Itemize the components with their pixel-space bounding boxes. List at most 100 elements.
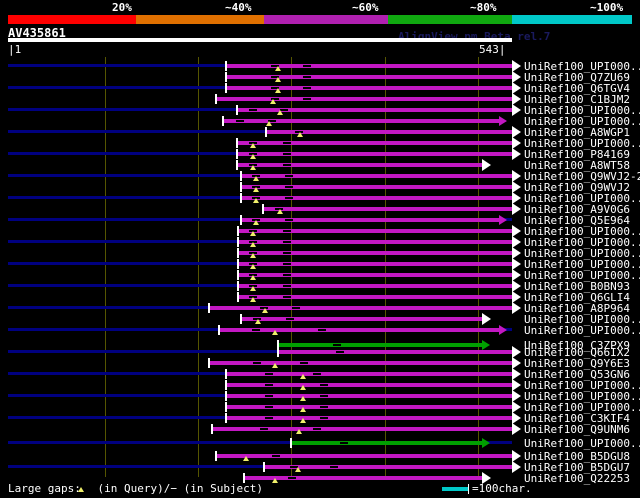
hit-label[interactable]: UniRef100_B5DGU7: [524, 461, 630, 474]
hit-label[interactable]: UniRef100_Q9WVJ2-2: [524, 170, 640, 183]
hit-label[interactable]: UniRef100_A8P964: [524, 302, 630, 315]
alignment-bar[interactable]: [225, 394, 512, 398]
hit-label[interactable]: UniRef100_Q66IX2: [524, 346, 630, 359]
alignment-hit-row[interactable]: [0, 71, 640, 83]
alignment-bar[interactable]: [218, 328, 499, 332]
alignment-hit-row[interactable]: [0, 236, 640, 248]
hit-label[interactable]: UniRef100_UPI000..: [524, 390, 640, 403]
hit-label[interactable]: UniRef100_UPI000..: [524, 324, 640, 337]
alignment-bar[interactable]: [222, 119, 499, 123]
hit-label[interactable]: UniRef100_Q6TGV4: [524, 82, 630, 95]
alignment-hit-row[interactable]: [0, 401, 640, 413]
hit-label[interactable]: UniRef100_UPI000..: [524, 225, 640, 238]
alignment-bar[interactable]: [240, 174, 512, 178]
hit-label[interactable]: UniRef100_Q5E964: [524, 214, 630, 227]
hit-label[interactable]: UniRef100_UPI000..: [524, 104, 640, 117]
hit-label[interactable]: UniRef100_UPI000..: [524, 313, 640, 326]
alignment-bar[interactable]: [277, 343, 482, 347]
hit-label[interactable]: UniRef100_UPI000..: [524, 379, 640, 392]
alignment-bar[interactable]: [277, 350, 512, 354]
alignment-hit-row[interactable]: [0, 137, 640, 149]
alignment-hit-row[interactable]: [0, 461, 640, 473]
alignment-bar[interactable]: [240, 317, 482, 321]
alignment-hit-row[interactable]: [0, 368, 640, 380]
alignment-bar[interactable]: [236, 108, 512, 112]
alignment-hit-row[interactable]: [0, 357, 640, 369]
alignment-hit-row[interactable]: [0, 423, 640, 435]
alignment-bar[interactable]: [237, 251, 512, 255]
alignment-hit-row[interactable]: [0, 93, 640, 105]
alignment-hit-row[interactable]: [0, 412, 640, 424]
alignment-hit-row[interactable]: [0, 313, 640, 325]
alignment-bar[interactable]: [240, 196, 512, 200]
alignment-bar[interactable]: [225, 383, 512, 387]
hit-label[interactable]: UniRef100_UPI000..: [524, 137, 640, 150]
hit-label[interactable]: UniRef100_UPI000..: [524, 115, 640, 128]
alignment-bar[interactable]: [265, 130, 512, 134]
alignment-hit-row[interactable]: [0, 450, 640, 462]
alignment-bar[interactable]: [211, 427, 512, 431]
alignment-hit-row[interactable]: [0, 148, 640, 160]
alignment-hit-row[interactable]: [0, 379, 640, 391]
alignment-hit-row[interactable]: [0, 291, 640, 303]
alignment-hit-row[interactable]: [0, 159, 640, 171]
alignment-bar[interactable]: [208, 361, 512, 365]
alignment-hit-row[interactable]: [0, 214, 640, 225]
alignment-bar[interactable]: [240, 218, 499, 222]
hit-label[interactable]: UniRef100_UPI000..: [524, 192, 640, 205]
hit-label[interactable]: UniRef100_Q9Y6E3: [524, 357, 630, 370]
alignment-bar[interactable]: [290, 441, 482, 445]
alignment-hit-row[interactable]: [0, 170, 640, 182]
alignment-bar[interactable]: [236, 152, 512, 156]
alignment-bar[interactable]: [215, 454, 512, 458]
hit-label[interactable]: UniRef100_UPI000..: [524, 236, 640, 249]
alignment-hit-row[interactable]: [0, 115, 640, 126]
hit-label[interactable]: UniRef100_UPI000..: [524, 437, 640, 450]
alignment-bar[interactable]: [236, 141, 512, 145]
alignment-hit-row[interactable]: [0, 192, 640, 204]
hit-label[interactable]: UniRef100_C1BJM2: [524, 93, 630, 106]
alignment-bar[interactable]: [237, 284, 512, 288]
alignment-hit-row[interactable]: [0, 280, 640, 292]
hit-label[interactable]: UniRef100_C3ZPX9: [524, 339, 630, 352]
alignment-hit-row[interactable]: [0, 437, 640, 448]
alignment-bar[interactable]: [225, 75, 512, 79]
alignment-bar[interactable]: [225, 64, 512, 68]
hit-label[interactable]: UniRef100_Q6GLI4: [524, 291, 630, 304]
alignment-hit-row[interactable]: [0, 181, 640, 193]
alignment-hit-row[interactable]: [0, 126, 640, 138]
alignment-hit-row[interactable]: [0, 203, 640, 215]
alignment-bar[interactable]: [236, 163, 482, 167]
alignment-hit-row[interactable]: [0, 339, 640, 350]
hit-label[interactable]: UniRef100_Q22253: [524, 472, 630, 485]
alignment-bar[interactable]: [240, 185, 512, 189]
alignment-hit-row[interactable]: [0, 258, 640, 270]
hit-label[interactable]: UniRef100_Q9WVJ2: [524, 181, 630, 194]
hit-label[interactable]: UniRef100_A8WGP1: [524, 126, 630, 139]
alignment-hit-row[interactable]: [0, 82, 640, 94]
alignment-hit-row[interactable]: [0, 390, 640, 402]
alignment-hit-row[interactable]: [0, 324, 640, 335]
alignment-hit-row[interactable]: [0, 346, 640, 358]
alignment-bar[interactable]: [237, 262, 512, 266]
hit-label[interactable]: UniRef100_UPI000..: [524, 401, 640, 414]
hit-label[interactable]: UniRef100_A9V0G6: [524, 203, 630, 216]
alignment-bar[interactable]: [263, 465, 512, 469]
alignment-hit-row[interactable]: [0, 60, 640, 72]
alignment-hit-row[interactable]: [0, 225, 640, 237]
hit-label[interactable]: UniRef100_UPI000..: [524, 60, 640, 73]
alignment-bar[interactable]: [237, 295, 512, 299]
alignment-bar[interactable]: [237, 273, 512, 277]
hit-label[interactable]: UniRef100_P84169: [524, 148, 630, 161]
hit-label[interactable]: UniRef100_Q53GN6: [524, 368, 630, 381]
alignment-bar[interactable]: [225, 372, 512, 376]
hit-label[interactable]: UniRef100_B0BN93: [524, 280, 630, 293]
alignment-bar[interactable]: [225, 405, 512, 409]
hit-label[interactable]: UniRef100_A8WT58: [524, 159, 630, 172]
hit-label[interactable]: UniRef100_B5DGU8: [524, 450, 630, 463]
alignment-bar[interactable]: [225, 416, 512, 420]
alignment-bar[interactable]: [243, 476, 482, 480]
alignment-hit-row[interactable]: [0, 247, 640, 259]
hit-label[interactable]: UniRef100_UPI000..: [524, 258, 640, 271]
alignment-bar[interactable]: [208, 306, 512, 310]
